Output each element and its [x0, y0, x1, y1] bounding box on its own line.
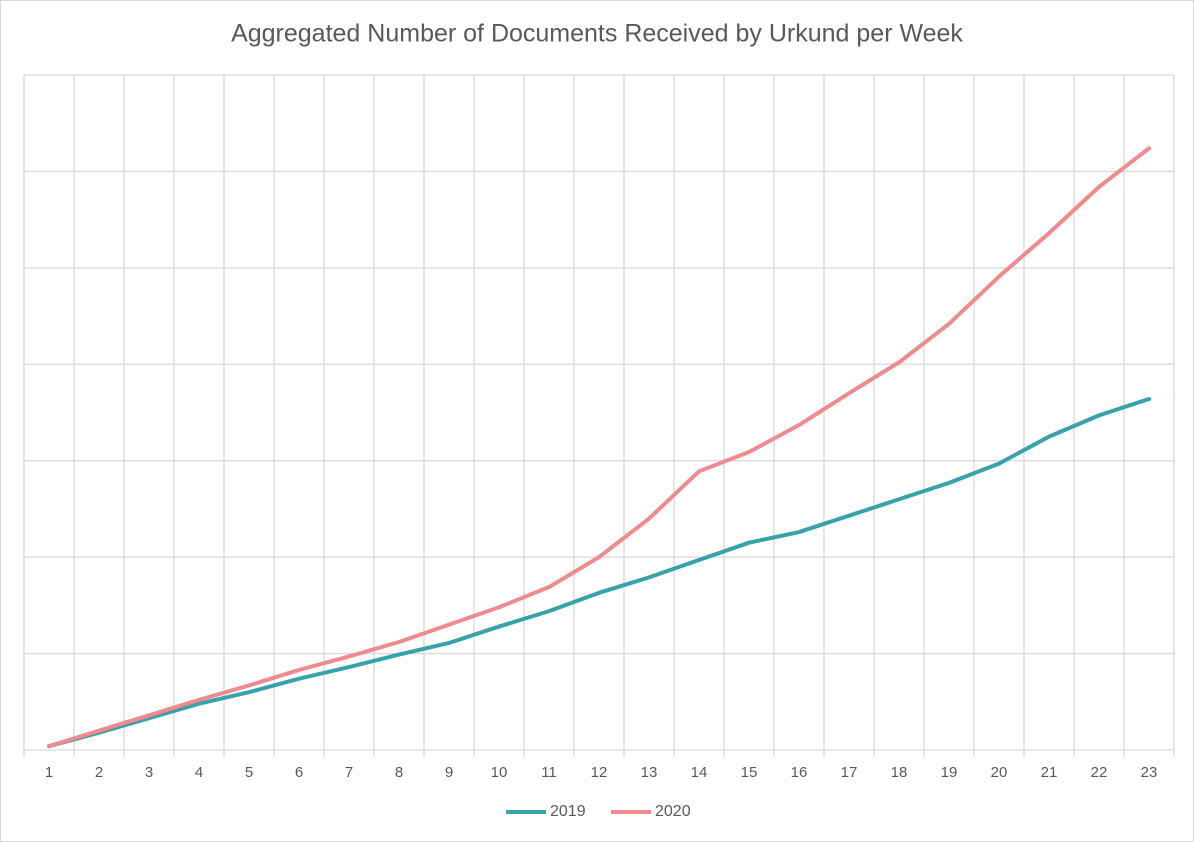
line-series: [47, 146, 1151, 749]
x-tick-label: 12: [591, 764, 608, 781]
x-tick-label: 2: [95, 764, 103, 781]
x-tick-label: 3: [145, 764, 153, 781]
x-tick-label: 4: [195, 764, 203, 781]
x-tick-label: 8: [395, 764, 403, 781]
x-tick-label: 20: [991, 764, 1008, 781]
legend-label: 2019: [550, 803, 586, 820]
x-tick-label: 9: [445, 764, 453, 781]
x-tick-label: 7: [345, 764, 353, 781]
chart-title: Aggregated Number of Documents Received …: [231, 20, 963, 48]
x-tick-label: 16: [791, 764, 808, 781]
x-tick-label: 13: [641, 764, 658, 781]
line-series: [47, 397, 1151, 749]
x-tick-label: 22: [1091, 764, 1108, 781]
x-tick-label: 10: [491, 764, 508, 781]
x-tick-label: 1: [45, 764, 53, 781]
x-tick-label: 21: [1041, 764, 1058, 781]
x-tick-label: 15: [741, 764, 758, 781]
x-tick-label: 5: [245, 764, 253, 781]
x-tick-label: 18: [891, 764, 908, 781]
x-tick-label: 6: [295, 764, 303, 781]
x-tick-label: 23: [1141, 764, 1158, 781]
x-tick-label: 19: [941, 764, 958, 781]
x-tick-label: 17: [841, 764, 858, 781]
legend-label: 2020: [655, 803, 691, 820]
x-tick-label: 14: [691, 764, 708, 781]
x-tick-label: 11: [541, 764, 557, 781]
